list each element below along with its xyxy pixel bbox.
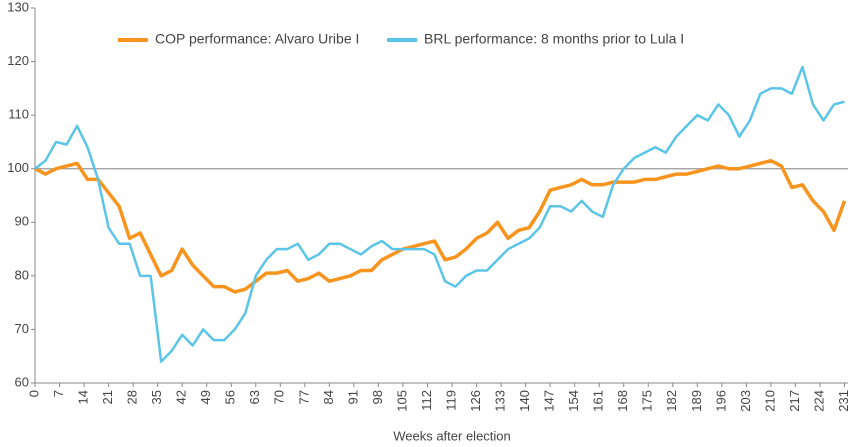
x-tick-label: 105	[394, 390, 409, 412]
x-axis-title: Weeks after election	[393, 428, 511, 443]
x-tick-label: 77	[296, 390, 311, 404]
x-tick-label: 0	[26, 390, 41, 397]
legend-label: COP performance: Alvaro Uribe I	[155, 31, 359, 47]
x-tick-label: 35	[149, 390, 164, 404]
x-tick-label: 119	[443, 390, 458, 411]
x-tick-label: 70	[272, 390, 287, 404]
x-tick-label: 49	[198, 390, 213, 404]
x-tick-label: 140	[517, 390, 532, 412]
x-tick-label: 217	[787, 390, 802, 412]
x-tick-label: 189	[689, 390, 704, 412]
x-tick-label: 168	[615, 390, 630, 412]
x-tick-label: 7	[51, 390, 66, 397]
x-tick-label: 21	[100, 390, 115, 404]
y-tick-label: 90	[15, 214, 29, 229]
x-tick-label: 126	[468, 390, 483, 412]
x-tick-label: 147	[542, 390, 557, 412]
y-tick-label: 100	[7, 160, 29, 175]
x-tick-label: 175	[640, 390, 655, 412]
x-tick-label: 203	[738, 390, 753, 412]
x-tick-label: 63	[247, 390, 262, 404]
x-tick-label: 112	[419, 390, 434, 411]
x-tick-label: 210	[762, 390, 777, 412]
x-tick-label: 133	[493, 390, 508, 412]
y-tick-label: 120	[7, 53, 29, 68]
x-tick-label: 56	[223, 390, 238, 404]
x-tick-label: 91	[345, 390, 360, 404]
x-tick-label: 84	[321, 390, 336, 404]
x-tick-label: 231	[836, 390, 851, 412]
series-line	[34, 65, 845, 363]
x-tick-label: 182	[664, 390, 679, 412]
x-tick-label: 224	[811, 390, 826, 412]
x-tick-label: 42	[174, 390, 189, 404]
x-tick-label: 196	[713, 390, 728, 412]
y-tick-label: 110	[8, 107, 29, 122]
x-tick-label: 161	[591, 390, 606, 412]
series-line	[34, 158, 847, 294]
x-tick-label: 98	[370, 390, 385, 404]
x-tick-label: 14	[75, 390, 90, 404]
y-tick-label: 130	[7, 0, 29, 14]
y-tick-label: 60	[15, 374, 29, 389]
y-tick-label: 80	[15, 267, 29, 282]
legend-label: BRL performance: 8 months prior to Lula …	[424, 31, 684, 47]
y-tick-label: 70	[15, 321, 29, 336]
x-tick-label: 28	[125, 390, 140, 404]
x-tick-label: 154	[566, 390, 581, 412]
